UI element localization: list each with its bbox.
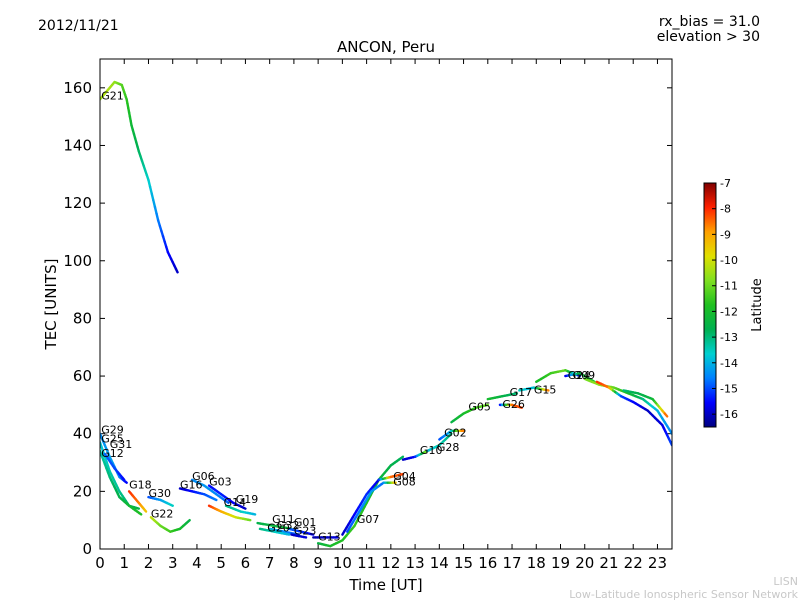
series-segment-G_late3 xyxy=(665,414,667,417)
series-label-G17: G17 xyxy=(510,386,533,399)
colorbar-tick-label: -14 xyxy=(720,357,738,370)
x-tick-label: 18 xyxy=(527,554,546,572)
series-label-G19: G19 xyxy=(236,493,259,506)
x-tick-label: 17 xyxy=(502,554,521,572)
x-tick-label: 16 xyxy=(478,554,497,572)
elevation-label: elevation > 30 xyxy=(657,29,760,45)
y-tick-label: 100 xyxy=(63,252,92,270)
series-label-G08: G08 xyxy=(393,476,416,489)
x-tick-label: 3 xyxy=(168,554,178,572)
footer-network-text: Low-Latitude Ionospheric Sensor Network xyxy=(569,588,798,601)
x-tick-label: 20 xyxy=(575,554,594,572)
series-label-G30: G30 xyxy=(148,487,171,500)
x-tick-label: 8 xyxy=(289,554,299,572)
x-tick-label: 5 xyxy=(216,554,226,572)
series-label-G13: G13 xyxy=(318,530,341,543)
x-tick-label: 13 xyxy=(406,554,425,572)
colorbar-tick-label: -11 xyxy=(720,280,738,293)
series-label-G03: G03 xyxy=(209,476,232,489)
series-segment-G29 xyxy=(125,482,126,483)
x-tick-label: 0 xyxy=(95,554,105,572)
plot-frame xyxy=(100,59,672,549)
series-segment-G31 xyxy=(123,478,125,480)
series-segment-G07 xyxy=(401,457,403,458)
series-label-G26: G26 xyxy=(502,398,525,411)
x-tick-label: 7 xyxy=(265,554,275,572)
series-label-G21: G21 xyxy=(101,89,124,102)
series-label-G15: G15 xyxy=(534,383,557,396)
y-axis-label: TEC [UNITS] xyxy=(42,259,60,351)
colorbar-tick-label: -7 xyxy=(720,177,731,190)
colorbar-tick-label: -13 xyxy=(720,331,738,344)
x-tick-label: 10 xyxy=(333,554,352,572)
x-tick-label: 6 xyxy=(241,554,251,572)
series-segment-G21 xyxy=(176,269,178,272)
x-tick-label: 9 xyxy=(313,554,323,572)
series-label-G09: G09 xyxy=(573,369,596,382)
series-label-G28: G28 xyxy=(437,441,460,454)
x-tick-label: 14 xyxy=(430,554,449,572)
series-segment-G16 xyxy=(214,499,216,500)
colorbar-tick-label: -15 xyxy=(720,382,738,395)
x-tick-label: 2 xyxy=(144,554,154,572)
y-tick-label: 160 xyxy=(63,79,92,97)
x-tick-label: 15 xyxy=(454,554,473,572)
x-tick-label: 4 xyxy=(192,554,202,572)
rx-bias-label: rx_bias = 31.0 xyxy=(659,14,760,30)
x-tick-label: 19 xyxy=(551,554,570,572)
series-label-G23: G23 xyxy=(294,525,317,538)
colorbar-label: Latitude xyxy=(750,278,765,332)
series-label-G05: G05 xyxy=(468,401,491,414)
footer-logo-text: LISN xyxy=(773,575,798,588)
x-tick-label: 22 xyxy=(624,554,643,572)
series-segment-G12 xyxy=(139,513,141,514)
series-group xyxy=(100,82,672,546)
y-tick-label: 60 xyxy=(73,367,92,385)
x-tick-label: 23 xyxy=(648,554,667,572)
date-label: 2012/11/21 xyxy=(38,18,119,34)
chart-title: ANCON, Peru xyxy=(337,38,435,56)
y-tick-label: 40 xyxy=(73,425,92,443)
y-tick-label: 140 xyxy=(63,136,92,154)
colorbar-tick-label: -8 xyxy=(720,203,731,216)
series-segment-G22 xyxy=(188,520,190,521)
x-axis-label: Time [UT] xyxy=(348,576,422,594)
colorbar-tick-label: -16 xyxy=(720,408,738,421)
series-label-G22: G22 xyxy=(151,507,174,520)
colorbar xyxy=(704,183,716,427)
series-label-G20: G20 xyxy=(267,522,290,535)
x-tick-label: 12 xyxy=(381,554,400,572)
series-label-G31: G31 xyxy=(110,438,133,451)
x-tick-label: 11 xyxy=(357,554,376,572)
y-tick-label: 20 xyxy=(73,482,92,500)
colorbar-tick-label: -9 xyxy=(720,228,731,241)
x-tick-label: 1 xyxy=(119,554,129,572)
colorbar-tick-label: -10 xyxy=(720,254,738,267)
series-label-G02: G02 xyxy=(444,427,467,440)
y-tick-label: 120 xyxy=(63,194,92,212)
series-segment-G30 xyxy=(171,505,173,506)
series-label-G07: G07 xyxy=(357,513,380,526)
y-tick-label: 80 xyxy=(73,309,92,327)
y-tick-label: 0 xyxy=(82,540,92,558)
series-segment-G18 xyxy=(145,510,146,511)
colorbar-tick-label: -12 xyxy=(720,305,738,318)
x-tick-label: 21 xyxy=(599,554,618,572)
